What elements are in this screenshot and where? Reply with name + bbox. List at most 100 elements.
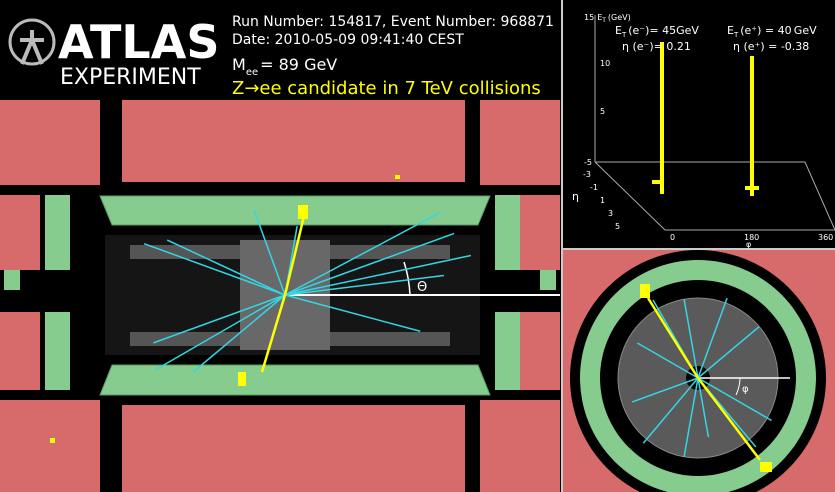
- electron-track: [260, 294, 287, 373]
- em-endcap: [495, 312, 520, 390]
- et-symbol: E: [615, 24, 622, 37]
- logo: ATLAS EXPERIMENT: [8, 15, 219, 90]
- lego-plot: 15 ET (GeV) 10 5 -5 -3 -1 1 3 5 η 0 180 36…: [572, 13, 835, 249]
- eta-tick: 5: [615, 222, 620, 231]
- track: [683, 377, 699, 457]
- em-barrel: [99, 195, 491, 226]
- trt: [130, 332, 240, 346]
- calorimeter: [0, 100, 100, 185]
- lego-tick: 10: [600, 59, 610, 68]
- et-symbol: E: [597, 13, 602, 22]
- track: [284, 254, 472, 296]
- track: [697, 377, 772, 422]
- electron-et: ET (e⁺) = 40 GeV: [727, 24, 817, 39]
- hit: [395, 175, 400, 179]
- lego-tick: 5: [600, 107, 605, 116]
- et-symbol: E: [727, 24, 734, 37]
- calorimeter: [0, 312, 40, 390]
- track: [683, 299, 699, 379]
- et-value: (e⁺) = 40 GeV: [740, 24, 817, 37]
- eta-tick: -1: [590, 183, 598, 192]
- em-barrel: [99, 364, 491, 396]
- et-sub: T: [621, 31, 627, 39]
- track: [153, 294, 286, 344]
- run-info: Run Number: 154817, Event Number: 968871: [232, 14, 554, 30]
- track: [284, 274, 444, 296]
- track: [637, 342, 699, 379]
- mass-sub: ee: [246, 67, 258, 78]
- calorimeter: [520, 195, 560, 270]
- em-endcap: [495, 195, 520, 270]
- logo-figure: [20, 30, 44, 65]
- track: [697, 377, 710, 438]
- calorimeter: [480, 400, 560, 492]
- cluster: [640, 284, 650, 298]
- mass-label: Mee = 89 GeV: [232, 55, 337, 78]
- eta-label: η: [572, 190, 579, 203]
- theta-arc: [403, 261, 411, 296]
- electron-track: [697, 377, 761, 461]
- trt: [130, 245, 240, 259]
- eta-tick: -3: [583, 170, 591, 179]
- cluster: [760, 462, 772, 472]
- track: [697, 326, 760, 379]
- energy-tower: [660, 42, 664, 194]
- phi-tick: 0: [670, 233, 675, 242]
- phi-arc: [735, 377, 741, 396]
- phi-tick: 360: [818, 233, 833, 242]
- calorimeter: [122, 100, 465, 182]
- trt: [330, 332, 450, 346]
- em-forward: [4, 270, 20, 290]
- track: [192, 294, 286, 373]
- track: [697, 297, 728, 379]
- energy-deposit: [745, 186, 759, 190]
- eta-tick: 3: [608, 209, 613, 218]
- cluster: [238, 372, 246, 386]
- track: [284, 294, 421, 332]
- divider: [563, 248, 835, 250]
- mass-symbol: M: [232, 55, 246, 74]
- electron-track: [646, 297, 700, 379]
- side-view: Θ: [0, 100, 560, 492]
- calorimeter: [480, 100, 560, 185]
- calorimeter: [520, 312, 560, 390]
- energy-tower: [750, 56, 754, 196]
- divider: [561, 0, 563, 492]
- track: [284, 212, 440, 296]
- et-unit: (GeV): [608, 13, 631, 22]
- logo-globe: [8, 18, 56, 66]
- track: [253, 210, 286, 296]
- phi-tick: 180: [744, 233, 759, 242]
- calorimeter: [0, 400, 100, 492]
- logo-subtitle: EXPERIMENT: [60, 65, 201, 90]
- eta-tick: 1: [600, 196, 605, 205]
- et-sub: T: [733, 31, 739, 39]
- energy-deposit: [652, 180, 664, 184]
- caption: Z→ee candidate in 7 TeV collisions: [232, 78, 541, 99]
- phi-label: φ: [742, 384, 749, 395]
- lego-axis-title: 15 ET (GeV): [584, 13, 631, 24]
- calorimeter: [122, 405, 465, 492]
- track: [166, 239, 286, 296]
- em-endcap: [45, 195, 70, 270]
- logo-title: ATLAS: [58, 15, 219, 69]
- track: [284, 232, 455, 296]
- theta-label: Θ: [417, 280, 427, 295]
- track: [143, 242, 286, 296]
- lego-floor: [594, 161, 835, 231]
- track: [154, 294, 286, 371]
- cluster: [298, 205, 308, 219]
- end-view: φ: [563, 250, 835, 492]
- phi-label: φ: [746, 240, 751, 249]
- electron-et: ET (e⁻)= 45GeV: [615, 24, 699, 39]
- lego-tick: -5: [584, 158, 592, 167]
- hit: [50, 438, 55, 443]
- calorimeter: [0, 195, 40, 270]
- track: [631, 377, 699, 403]
- lego-tick: 15: [584, 13, 594, 22]
- et-sub: T: [601, 17, 606, 24]
- date-info: Date: 2010-05-09 09:41:40 CEST: [232, 32, 464, 48]
- electron-eta: η (e⁺) = -0.38: [733, 40, 809, 53]
- electron-track: [283, 211, 307, 296]
